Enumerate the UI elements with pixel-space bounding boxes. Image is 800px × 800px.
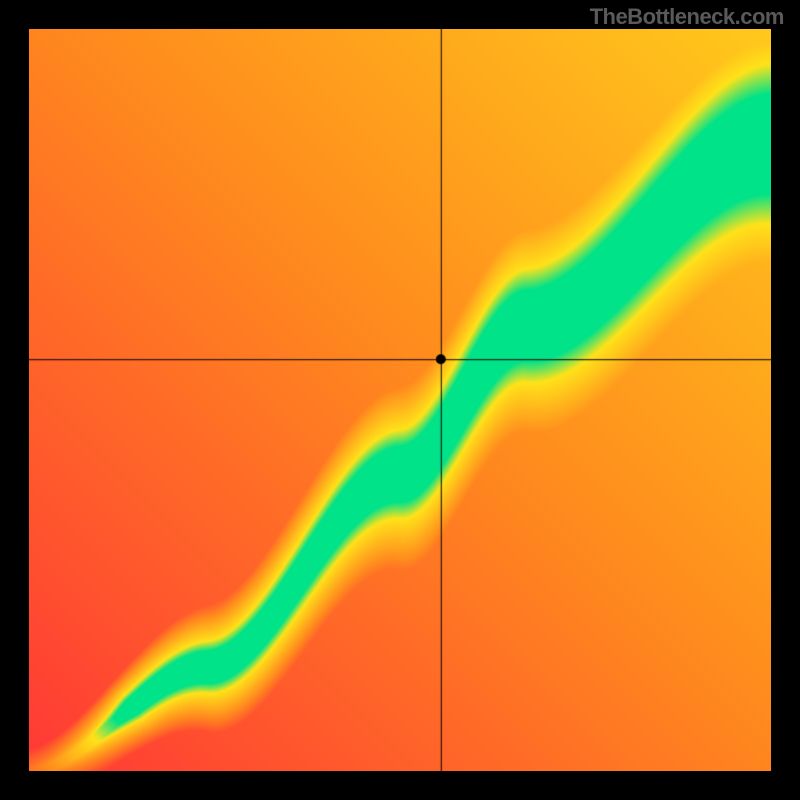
heatmap-canvas <box>29 29 771 771</box>
heatmap-plot-area <box>29 29 771 771</box>
chart-container: TheBottleneck.com <box>0 0 800 800</box>
watermark-text: TheBottleneck.com <box>590 4 784 30</box>
